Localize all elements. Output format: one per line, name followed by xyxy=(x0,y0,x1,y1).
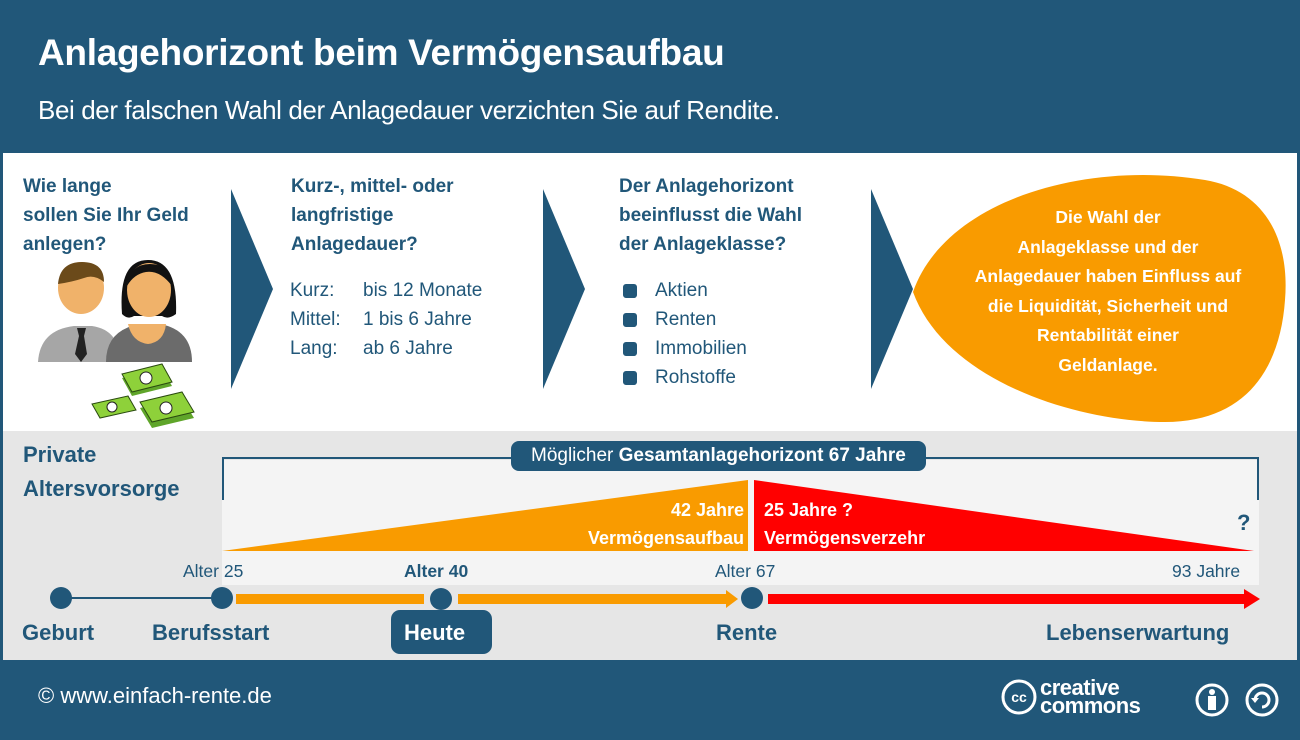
bullet-icon xyxy=(623,312,637,327)
career-start-dot xyxy=(211,587,233,609)
horizon-pill: Möglicher Gesamtanlagehorizont 67 Jahre xyxy=(511,441,926,471)
horizon-bold: Gesamtanlagehorizont 67 Jahre xyxy=(618,445,906,466)
spend-phase-text: Vermögensverzehr xyxy=(764,528,926,548)
build-phase-text: Vermögensaufbau xyxy=(587,528,744,548)
cc-icon: cc xyxy=(1001,679,1037,715)
asset-class-list: Aktien Renten Immobilien Rohstoffe xyxy=(623,276,747,392)
age-today-label: Alter 40 xyxy=(404,561,469,581)
step1-line: sollen Sie Ihr Geld xyxy=(23,205,189,226)
share-alike-icon xyxy=(1245,683,1279,717)
horizon-prefix: Möglicher xyxy=(531,445,619,466)
step2-line: Anlagedauer? xyxy=(291,234,418,255)
milestone-today: Heute xyxy=(404,620,466,645)
asset-class-item: Renten xyxy=(623,305,747,334)
build-arrow-head xyxy=(726,590,738,608)
couple-with-money-icon xyxy=(38,260,195,428)
bullet-icon xyxy=(623,283,637,298)
spend-arrow-head xyxy=(1244,589,1260,609)
asset-class-label: Aktien xyxy=(655,280,708,301)
conclusion-line: die Liquidität, Sicherheit und xyxy=(987,295,1229,316)
conclusion-line: Anlageklasse und der xyxy=(1017,236,1199,257)
asset-class-label: Immobilien xyxy=(655,338,747,359)
duration-label: Lang: xyxy=(290,338,338,359)
build-arrow-segment xyxy=(236,594,424,604)
age-end-label: 93 Jahre xyxy=(1172,561,1241,581)
uncertainty-question-mark: ? xyxy=(1237,510,1251,535)
money-icon xyxy=(91,363,195,428)
age-start-label: Alter 25 xyxy=(183,561,244,581)
step-arrow-icon xyxy=(543,189,585,389)
step2-question: Kurz-, mittel- oder langfristige Anlaged… xyxy=(291,172,454,259)
conclusion-text: Die Wahl der Anlageklasse und der Anlage… xyxy=(943,203,1273,380)
duration-list: Kurz: bis 12 Monate Mittel: 1 bis 6 Jahr… xyxy=(290,276,482,363)
copyright-link[interactable]: © www.einfach-rente.de xyxy=(38,683,272,708)
asset-class-label: Rohstoffe xyxy=(655,367,736,388)
spend-arrow-segment xyxy=(768,594,1244,604)
asset-class-item: Rohstoffe xyxy=(623,363,747,392)
spend-phase-years: 25 Jahre ? xyxy=(764,500,854,520)
pension-dot xyxy=(741,587,763,609)
duration-label: Mittel: xyxy=(290,309,341,330)
step3-question: Der Anlagehorizont beeinflusst die Wahl … xyxy=(619,172,802,259)
section-title-line: Private xyxy=(23,442,97,467)
svg-text:cc: cc xyxy=(1011,689,1027,705)
page-subtitle: Bei der falschen Wahl der Anlagedauer ve… xyxy=(38,95,780,125)
build-arrow-segment xyxy=(458,594,728,604)
step3-line: Der Anlagehorizont xyxy=(619,176,794,197)
cc-wordmark: creative commons xyxy=(1040,675,1141,718)
asset-class-item: Aktien xyxy=(623,276,747,305)
spend-phase-label: 25 Jahre ? Vermögensverzehr xyxy=(764,496,925,552)
cc-license-badge[interactable]: cc creative commons xyxy=(1000,675,1141,718)
milestone-birth: Geburt xyxy=(22,620,95,645)
page-title: Anlagehorizont beim Vermögensaufbau xyxy=(38,32,725,73)
milestone-career-start: Berufsstart xyxy=(152,620,270,645)
duration-row: Lang: ab 6 Jahre xyxy=(290,334,482,363)
build-phase-label: 42 Jahre Vermögensaufbau xyxy=(588,496,744,552)
timeline-graphics xyxy=(50,457,1260,654)
duration-value: ab 6 Jahre xyxy=(363,338,453,359)
step-arrow-icon xyxy=(231,189,273,389)
conclusion-line: Anlagedauer haben Einfluss auf xyxy=(974,266,1242,286)
section-title-line: Altersvorsorge xyxy=(23,476,180,501)
step3-line: der Anlageklasse? xyxy=(619,234,787,255)
duration-row: Kurz: bis 12 Monate xyxy=(290,276,482,305)
step3-line: beeinflusst die Wahl xyxy=(619,205,802,226)
today-dot xyxy=(430,588,452,610)
step2-line: Kurz-, mittel- oder xyxy=(291,176,454,197)
cc-wordmark-line: creative xyxy=(1040,675,1120,700)
birth-dot xyxy=(50,587,72,609)
bullet-icon xyxy=(623,370,637,385)
milestone-pension: Rente xyxy=(716,620,778,645)
step1-question: Wie lange sollen Sie Ihr Geld anlegen? xyxy=(23,172,189,259)
duration-label: Kurz: xyxy=(290,280,335,301)
duration-value: bis 12 Monate xyxy=(363,280,483,301)
build-phase-shape xyxy=(222,480,748,551)
spend-phase-shape xyxy=(754,480,1254,551)
age-retire-label: Alter 67 xyxy=(715,561,776,581)
asset-class-label: Renten xyxy=(655,309,717,330)
conclusion-line: Die Wahl der xyxy=(1055,207,1161,227)
today-badge-bg xyxy=(391,610,492,654)
step-arrow-icon xyxy=(871,189,913,389)
build-phase-years: 42 Jahre xyxy=(670,500,744,520)
duration-row: Mittel: 1 bis 6 Jahre xyxy=(290,305,482,334)
step1-line: Wie lange xyxy=(23,176,112,197)
cc-wordmark-line: commons xyxy=(1040,693,1141,718)
timeline-section-title: Private Altersvorsorge xyxy=(23,438,180,506)
asset-class-item: Immobilien xyxy=(623,334,747,363)
milestone-life-expectancy: Lebenserwartung xyxy=(1046,620,1230,645)
conclusion-line: Rentabilität einer xyxy=(1037,325,1179,345)
bullet-icon xyxy=(623,341,637,356)
duration-value: 1 bis 6 Jahre xyxy=(363,309,472,330)
step1-line: anlegen? xyxy=(23,234,107,255)
conclusion-blob-shape xyxy=(913,174,1286,422)
step2-line: langfristige xyxy=(291,205,394,226)
attribution-icon xyxy=(1195,683,1229,717)
conclusion-line: Geldanlage. xyxy=(1058,354,1158,375)
